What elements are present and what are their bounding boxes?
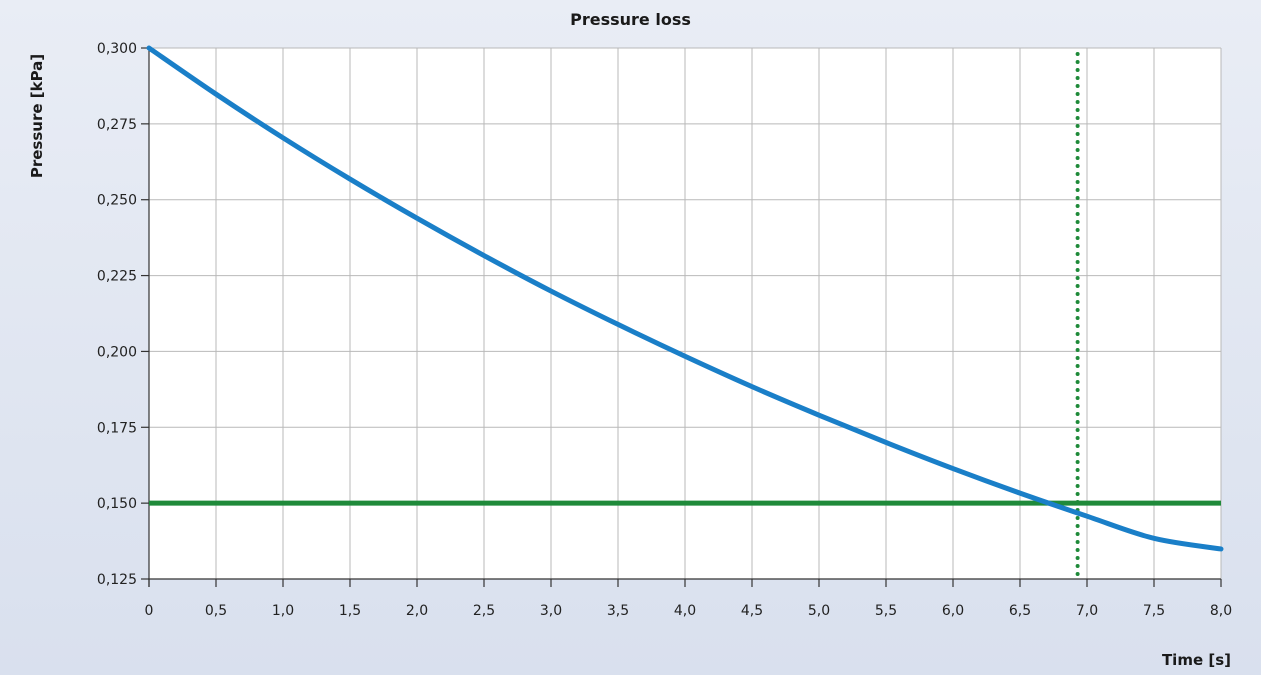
x-tick-label: 1,5 [339,603,361,619]
x-tick-label: 5,5 [875,603,897,619]
x-tick-label: 0 [145,603,154,619]
x-tick-label: 2,5 [473,603,495,619]
pressure-series-line [146,45,1224,552]
x-tick-label: 0,5 [205,603,227,619]
y-tick-label: 0,200 [97,344,137,360]
chart-title: Pressure loss [570,10,691,29]
x-tick-label: 6,0 [942,603,964,619]
x-tick-label: 4,0 [674,603,696,619]
x-tick-label: 7,0 [1076,603,1098,619]
x-tick-label: 4,5 [741,603,763,619]
x-axis-label: Time [s] [1161,651,1231,669]
x-tick-label: 2,0 [406,603,428,619]
y-tick-label: 0,250 [97,193,137,209]
y-tick-label: 0,225 [97,269,137,285]
y-tick-label: 0,175 [97,420,137,436]
x-tick-label: 6,5 [1009,603,1031,619]
x-tick-label: 3,5 [607,603,629,619]
y-tick-label: 0,125 [97,572,137,588]
x-tick-label: 5,0 [808,603,830,619]
x-tick-label: 7,5 [1143,603,1165,619]
x-tick-label: 8,0 [1210,603,1232,619]
x-tick-label: 3,0 [540,603,562,619]
y-tick-label: 0,300 [97,41,137,57]
y-tick-label: 0,275 [97,117,137,133]
x-tick-label: 1,0 [272,603,294,619]
y-tick-label: 0,150 [97,496,137,512]
